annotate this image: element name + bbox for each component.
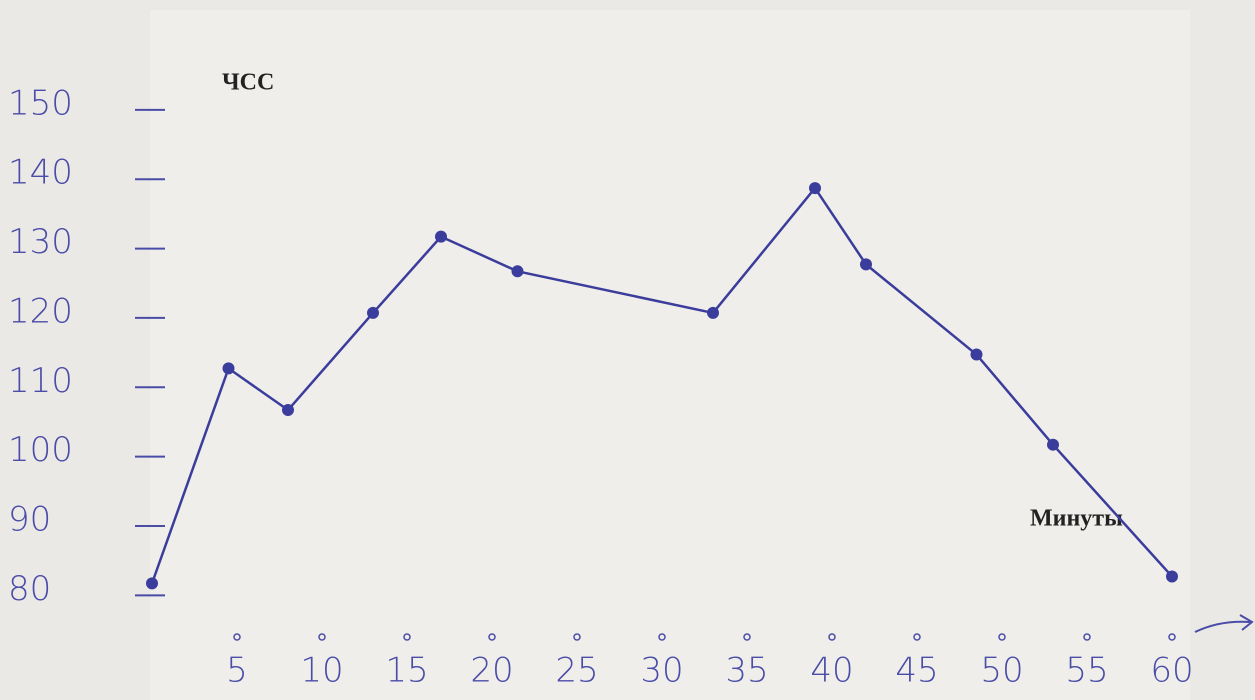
page-area bbox=[150, 10, 1190, 700]
x-tick-label: 55 bbox=[1065, 651, 1108, 691]
point bbox=[707, 307, 719, 319]
point bbox=[282, 404, 294, 416]
y-tick-label: 110 bbox=[8, 361, 73, 401]
x-tick-label: 35 bbox=[725, 651, 768, 691]
point bbox=[223, 362, 235, 374]
point bbox=[860, 258, 872, 270]
x-tick-label: 5 bbox=[226, 651, 248, 691]
point bbox=[435, 231, 447, 243]
point bbox=[971, 349, 983, 361]
y-tick-label: 120 bbox=[8, 291, 73, 331]
x-tick-label: 30 bbox=[640, 651, 683, 691]
point bbox=[512, 265, 524, 277]
x-tick-label: 40 bbox=[810, 651, 853, 691]
y-tick-label: 100 bbox=[8, 430, 73, 470]
y-tick-label: 130 bbox=[8, 222, 73, 262]
chart: ЧСС Минуты 80 90 100 110 120 130 140 150 5 10 15 20… bbox=[0, 0, 1255, 700]
x-tick-label: 10 bbox=[300, 651, 343, 691]
point bbox=[1166, 570, 1178, 582]
x-axis-label: Минуты bbox=[1030, 506, 1123, 532]
y-tick-label: 140 bbox=[8, 153, 73, 193]
point bbox=[367, 307, 379, 319]
x-tick-label: 50 bbox=[980, 651, 1023, 691]
x-tick-label: 20 bbox=[470, 651, 513, 691]
point bbox=[809, 182, 821, 194]
x-tick-label: 45 bbox=[895, 651, 938, 691]
y-tick-label: 90 bbox=[8, 499, 51, 539]
y-tick-label: 150 bbox=[8, 83, 73, 123]
x-tick-label: 25 bbox=[555, 651, 598, 691]
x-tick-label: 15 bbox=[385, 651, 428, 691]
x-tick-label: 60 bbox=[1150, 651, 1193, 691]
point bbox=[146, 577, 158, 589]
y-tick-label: 80 bbox=[8, 569, 51, 609]
point bbox=[1047, 439, 1059, 451]
y-axis-label: ЧСС bbox=[222, 70, 274, 96]
